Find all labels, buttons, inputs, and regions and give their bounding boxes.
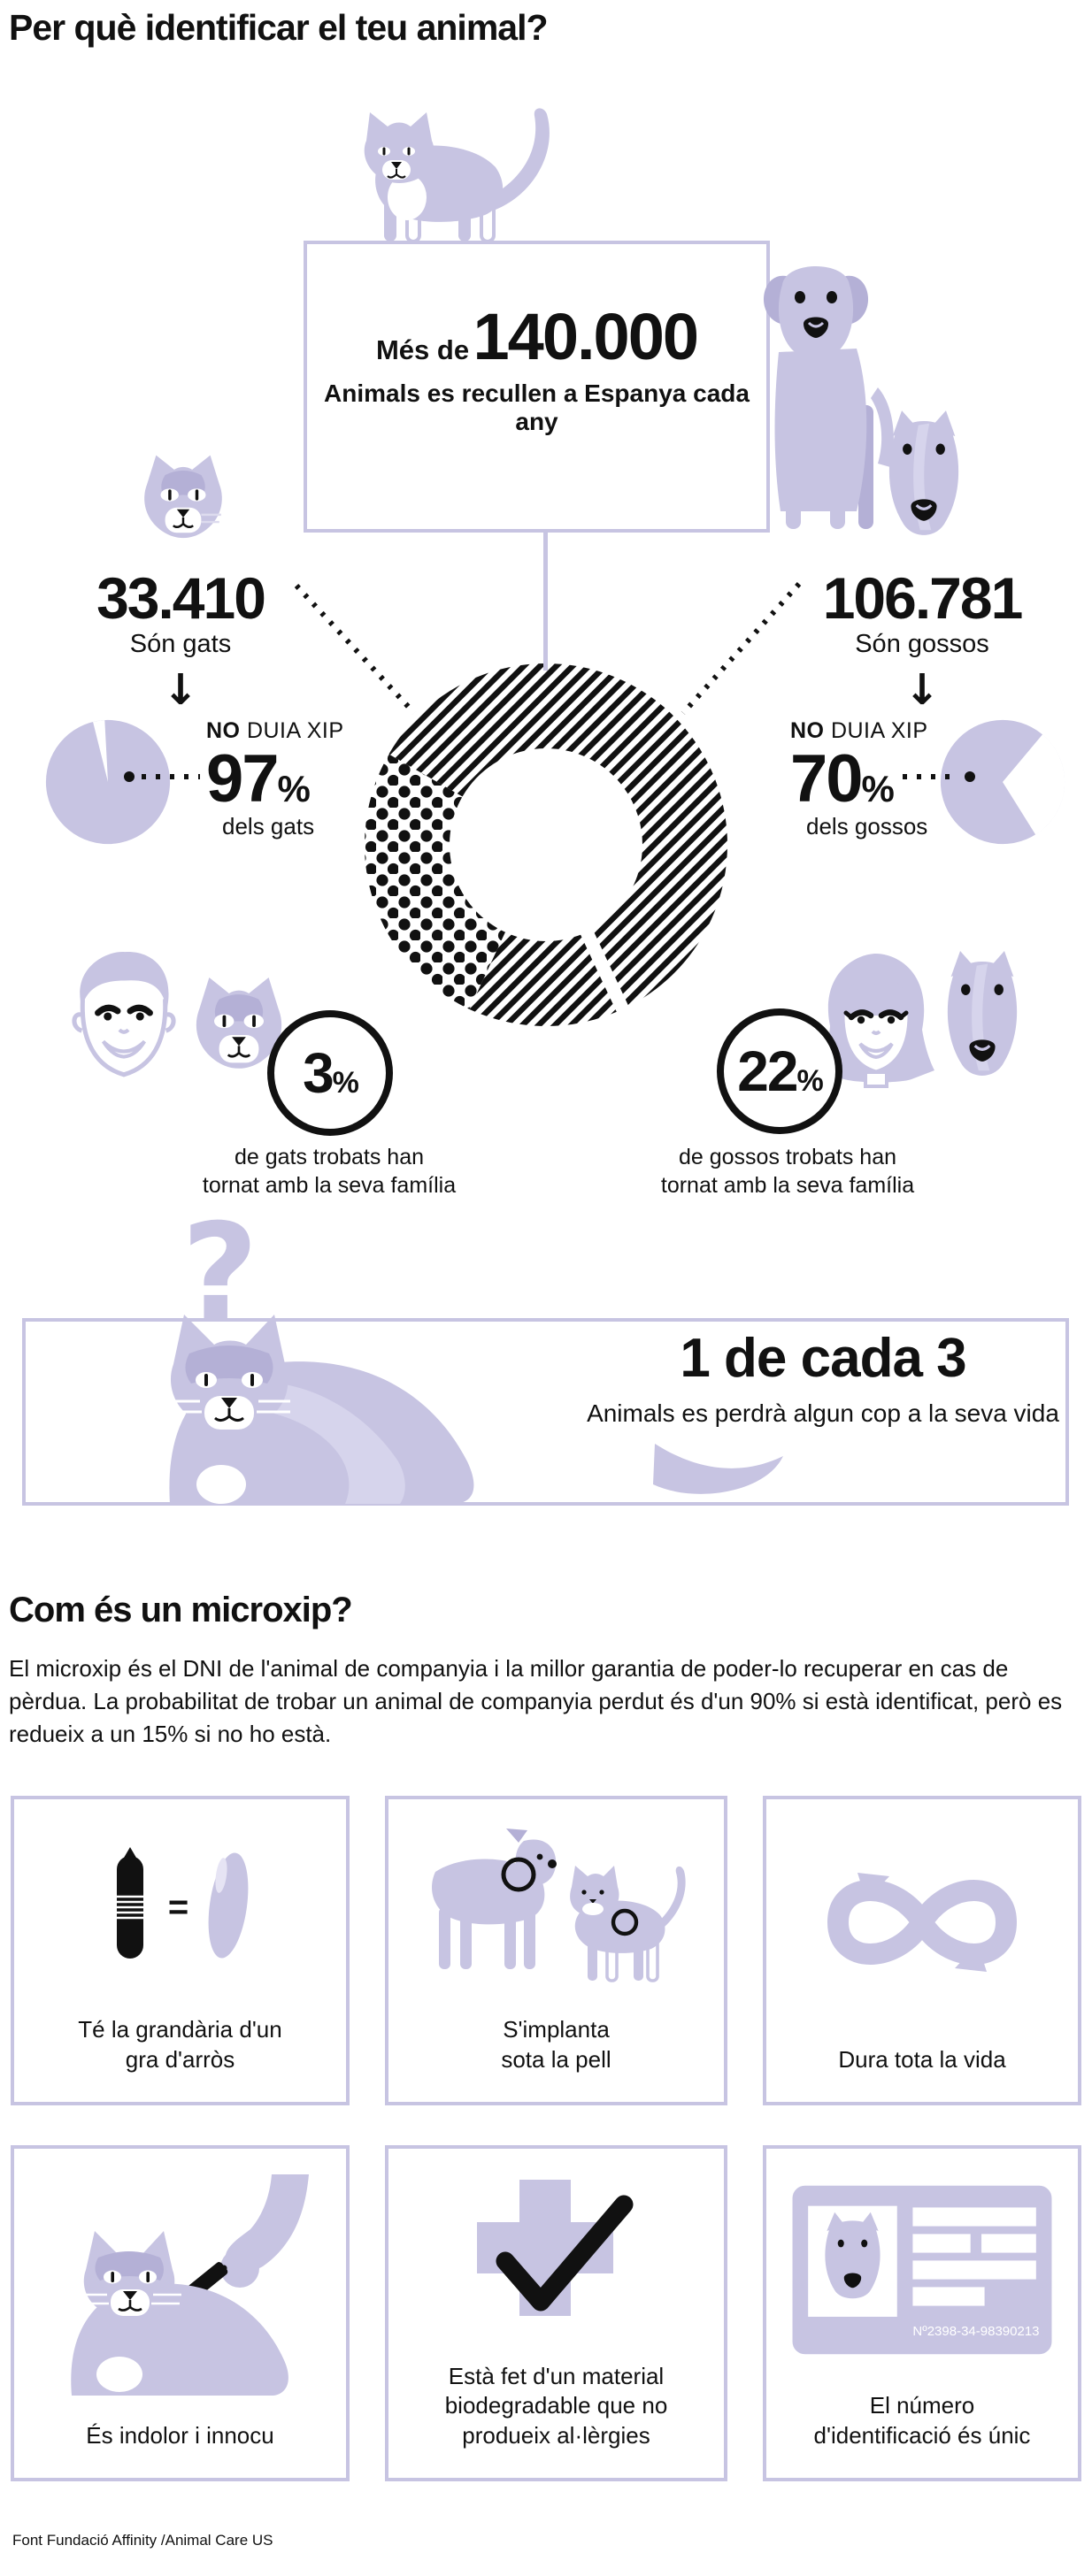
dogs-returned-badge: 22% [717, 1008, 842, 1134]
microchip-capsule-icon [116, 1847, 143, 1959]
banner-subtitle: Animals es perdrà algun cop a la seva vi… [587, 1399, 1059, 1427]
dogs-returned-caption: de gossos trobats han tornat amb la seva… [628, 1143, 947, 1200]
dogs-pie-chip-slice [1003, 734, 1065, 835]
cats-returned-badge: 3% [267, 1010, 393, 1136]
cats-no-chip-pie [45, 719, 171, 845]
card-label: Té la grandària d'un gra d'arròs [78, 2016, 282, 2074]
equals-sign: = [167, 1887, 189, 1927]
cats-chip-status: NO DUIA XIP 97% dels gats [206, 718, 419, 840]
medical-cross-check-icon [388, 2149, 724, 2362]
implant-dog [431, 1828, 557, 1970]
dog-face-icon [888, 410, 959, 535]
pet-id-card-icon: Nº2398-34-98390213 [766, 2149, 1078, 2391]
cats-down-arrow-icon: ↓ [162, 665, 199, 715]
dogs-chip-no: NO [790, 718, 825, 743]
section-paragraph: El microxip és el DNI de l'animal de com… [9, 1655, 1063, 1747]
card-label: S'implanta sota la pell [501, 2016, 611, 2074]
cats-pie-chip-slice [93, 720, 108, 782]
standing-cat-illustration [364, 108, 550, 243]
dogs-returned-caption-line1: de gossos trobats han [679, 1145, 896, 1169]
hero-stat-line: Més de 140.000 [307, 299, 766, 374]
rice-grain-icon [208, 1852, 249, 1959]
card-lasts-lifetime: Dura tota la vida [763, 1796, 1081, 2105]
dogs-chip-percent-value: 70 [790, 741, 864, 816]
hero-prefix: Més de [375, 334, 470, 365]
dogs-chip-status: NO DUIA XIP 70% dels gossos [790, 718, 1003, 840]
dogs-count-label: Són gossos [855, 630, 989, 658]
question-mark-icon: ? [181, 1196, 259, 1350]
boy-face-illustration [72, 951, 176, 1077]
card-rice-grain-size: = Té la grandària d'un gra d'arròs [11, 1796, 350, 2105]
cats-returned-value: 3 [303, 1041, 335, 1105]
donut-segment-cats [364, 754, 507, 1009]
infinity-arrows-icon [766, 1799, 1078, 2045]
id-card-number: Nº2398-34-98390213 [912, 2324, 1039, 2339]
card-painless: És indolor i innocu [11, 2145, 350, 2481]
dogs-returned-caption-line2: tornat amb la seva família [660, 1173, 915, 1198]
cats-chip-no: NO [206, 718, 241, 743]
cats-count-label: Són gats [129, 630, 232, 658]
hero-stat-box: Més de 140.000 Animals es recullen a Esp… [304, 241, 770, 533]
cat-face-icon [144, 455, 222, 539]
implant-cat [569, 1866, 686, 1983]
cats-count: 33.410 [96, 565, 266, 631]
hero-caption: Animals es recullen a Espanya cada any [324, 380, 750, 435]
cats-returned-caption: de gats trobats han tornat amb la seva f… [170, 1143, 488, 1200]
cats-chip-percent: 97% [206, 746, 419, 813]
cats-returned-sign: % [332, 1066, 359, 1100]
card-label: Està fet d'un material biodegradable que… [444, 2362, 668, 2450]
page-title: Per què identificar el teu animal? [9, 7, 549, 48]
species-donut-chart [364, 663, 727, 1026]
dogs-returned-sign: % [796, 1064, 823, 1098]
source-credit: Font Fundació Affinity /Animal Care US [12, 2532, 273, 2549]
implant-spot-dog [501, 1857, 535, 1892]
dogs-returned-value: 22 [737, 1039, 798, 1103]
returned-dog-face-icon [947, 951, 1018, 1076]
implant-spot-cat [611, 1909, 638, 1936]
cat-injection-icon [14, 2149, 346, 2421]
dogs-count: 106.781 [822, 565, 1024, 631]
id-card-dog-photo [825, 2212, 881, 2299]
dogs-returned-percent: 22% [737, 1039, 823, 1104]
hero-number: 140.000 [473, 300, 699, 373]
cats-chip-subject: dels gats [222, 813, 315, 840]
dog-and-cat-implant-spots-icon [388, 1799, 724, 2015]
dogs-chip-title: NO DUIA XIP [790, 718, 1003, 744]
dogs-chip-percent: 70% [790, 746, 1003, 813]
card-label: Dura tota la vida [838, 2046, 1006, 2074]
donut-gap [574, 914, 634, 1024]
cats-chip-rest: DUIA XIP [240, 718, 344, 743]
dogs-chip-subject: dels gossos [806, 813, 928, 840]
cats-chip-percent-sign: % [277, 768, 311, 809]
card-label: El número d'identificació és únic [813, 2392, 1031, 2450]
card-biodegradable: Està fet d'un material biodegradable que… [385, 2145, 727, 2481]
cats-returned-caption-line1: de gats trobats han [234, 1145, 425, 1169]
microchip-equals-rice-grain-icon: = [14, 1799, 346, 2015]
card-unique-id: Nº2398-34-98390213 El número d'identific… [763, 2145, 1081, 2481]
cats-returned-percent: 3% [303, 1040, 359, 1106]
donut-segment-dogs [388, 663, 727, 1026]
dogs-chip-percent-sign: % [861, 768, 895, 809]
banner-title: 1 de cada 3 [680, 1328, 966, 1389]
hero-connector-line [543, 531, 548, 671]
id-card-text-lines [912, 2207, 1036, 2306]
card-implant-under-skin: S'implanta sota la pell [385, 1796, 727, 2105]
card-label: És indolor i innocu [86, 2422, 274, 2450]
dogs-chip-rest: DUIA XIP [824, 718, 928, 743]
dogs-down-arrow-icon: ↓ [904, 665, 941, 715]
cats-chip-title: NO DUIA XIP [206, 718, 419, 744]
cats-returned-caption-line2: tornat amb la seva família [202, 1173, 457, 1198]
section-title: Com és un microxip? [9, 1591, 353, 1629]
cats-chip-percent-value: 97 [206, 741, 280, 816]
